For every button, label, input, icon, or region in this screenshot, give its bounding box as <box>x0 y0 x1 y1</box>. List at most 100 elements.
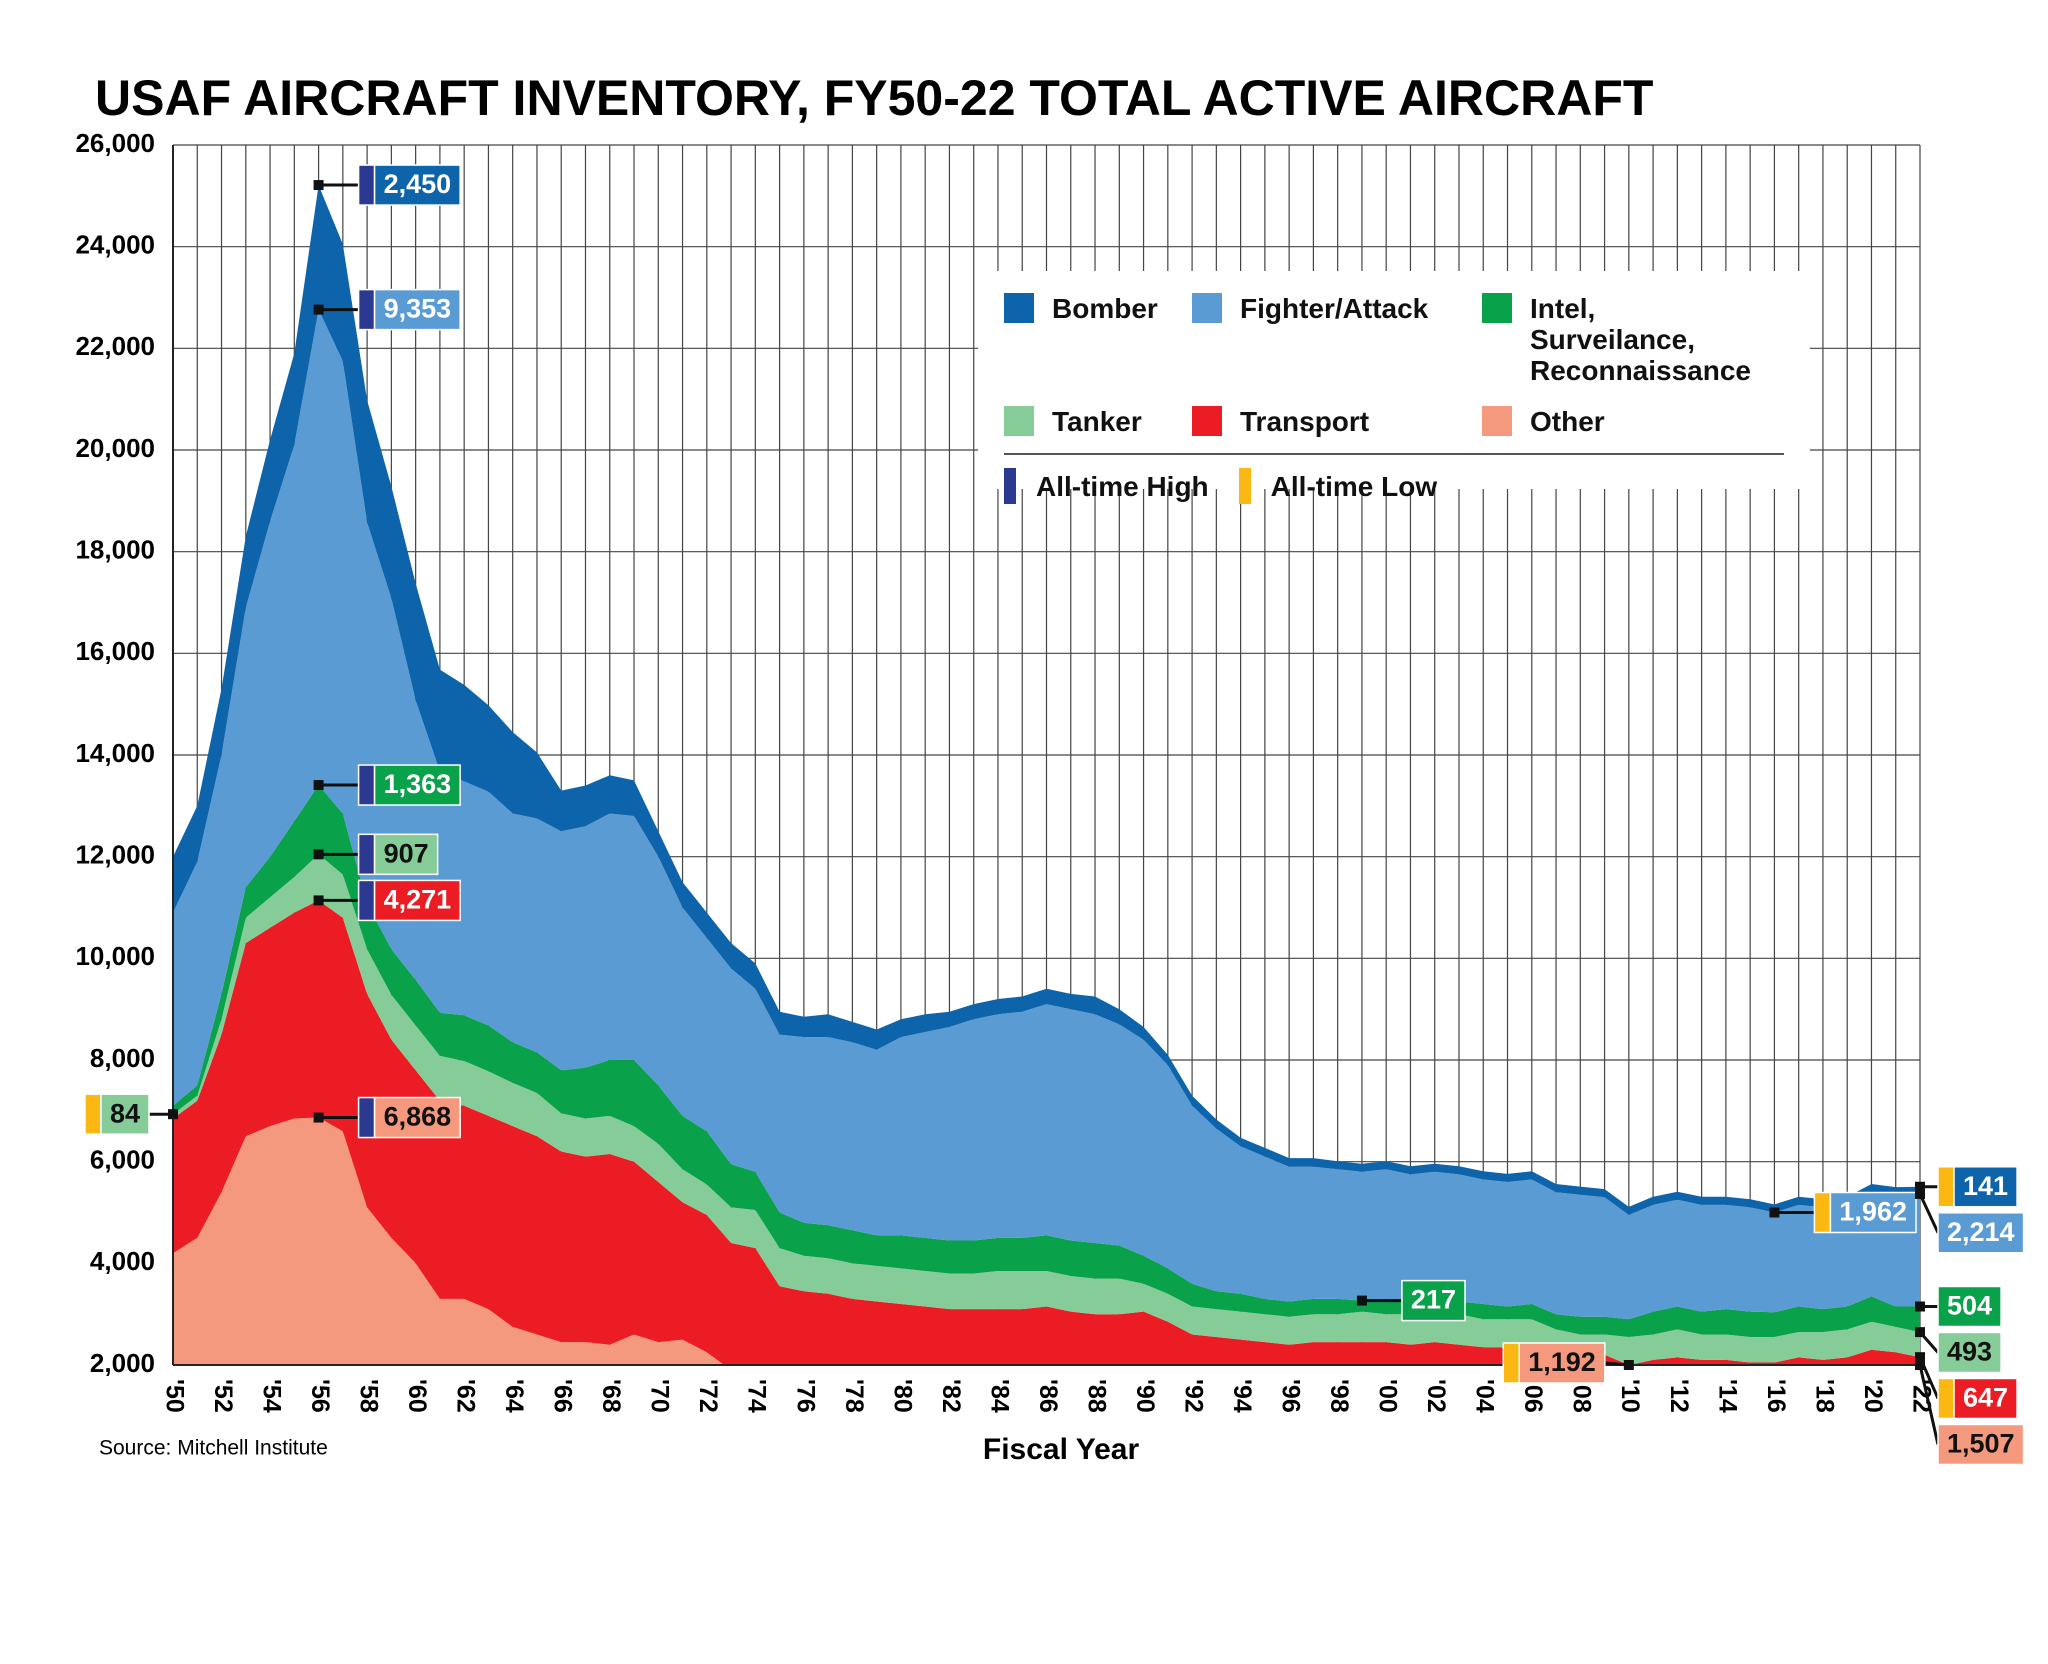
label-box <box>373 288 461 331</box>
x-tick-label: '00 <box>1374 1379 1402 1413</box>
x-tick-label: '60 <box>403 1379 431 1413</box>
x-tick-label: '74 <box>743 1379 771 1413</box>
callout: 907 <box>357 833 439 876</box>
legend-label: Intel, Surveilance, Reconnaissance <box>1530 293 1751 386</box>
data-label: 493 <box>1947 1337 1992 1367</box>
legend-label: Bomber <box>1052 293 1158 324</box>
callout: 4,271 <box>357 879 461 922</box>
x-tick-label: '20 <box>1859 1379 1887 1413</box>
marker-tab <box>357 764 376 806</box>
label-box <box>373 833 439 876</box>
legend-swatch <box>1238 468 1251 504</box>
data-label: 2,214 <box>1947 1217 2015 1247</box>
legend-separator <box>1004 453 1784 455</box>
data-label: 1,507 <box>1947 1429 2015 1459</box>
legend-label: All-time High <box>1036 471 1209 502</box>
x-tick-label: '80 <box>888 1379 916 1413</box>
area <box>173 900 1920 1365</box>
data-label: 1,363 <box>384 769 452 799</box>
data-label: 1,962 <box>1839 1197 1907 1227</box>
legend-swatch <box>1192 406 1222 436</box>
label-box <box>1937 1331 2002 1374</box>
x-tick-label: '02 <box>1422 1379 1450 1413</box>
legend-markers: All-time High All-time Low <box>1004 468 1784 504</box>
label-box <box>1953 1377 2018 1420</box>
marker-tab <box>84 1093 102 1135</box>
y-tick-label: 8,000 <box>90 1043 155 1073</box>
callout: 504 <box>1937 1285 2002 1328</box>
chart-title: USAF AIRCRAFT INVENTORY, FY50-22 TOTAL A… <box>95 70 1653 126</box>
label-box <box>1518 1342 1606 1384</box>
x-axis-label: Fiscal Year <box>983 1433 1140 1466</box>
callout: 9,353 <box>357 288 461 331</box>
y-tick-label: 6,000 <box>90 1145 155 1175</box>
callout: 2,450 <box>357 164 461 206</box>
data-label: 647 <box>1963 1383 2008 1413</box>
x-tick-label: '68 <box>597 1379 625 1413</box>
callout: 217 <box>1401 1279 1466 1322</box>
legend-swatch <box>1004 293 1034 323</box>
area <box>173 785 1920 1337</box>
area <box>173 854 1920 1365</box>
y-tick-label: 10,000 <box>75 941 155 971</box>
label-box <box>373 1096 461 1139</box>
y-tick-label: 26,000 <box>75 128 155 158</box>
x-tick-label: '08 <box>1568 1379 1596 1413</box>
callout: 647 <box>1937 1377 2018 1420</box>
x-tick-label: '54 <box>257 1379 285 1413</box>
legend-swatch <box>1004 406 1034 436</box>
leader-line <box>1604 1361 1629 1367</box>
y-tick-label: 14,000 <box>75 738 155 768</box>
legend-swatch <box>1482 293 1512 323</box>
legend-swatch <box>1004 468 1016 504</box>
data-label: 2,450 <box>384 169 452 199</box>
marker-tab <box>357 833 376 876</box>
areas <box>173 185 1920 1365</box>
marker-tab <box>357 1096 376 1139</box>
y-tick-label: 24,000 <box>75 230 155 260</box>
label-box <box>1953 1166 2018 1208</box>
data-label: 1,192 <box>1528 1347 1596 1377</box>
x-tick-label: '06 <box>1519 1379 1547 1413</box>
callout: 493 <box>1937 1331 2002 1374</box>
callout: 6,868 <box>357 1096 461 1139</box>
label-box <box>373 764 461 806</box>
legend-label: Fighter/Attack <box>1240 293 1429 324</box>
x-tick-label: '86 <box>1034 1379 1062 1413</box>
leader-line <box>1918 1364 1940 1445</box>
legend: Bomber Fighter/Attack Intel, Surveilance, … <box>978 271 1810 504</box>
marker-tab <box>1937 1166 1955 1208</box>
y-tick-label: 12,000 <box>75 840 155 870</box>
marker-tab <box>1937 1377 1955 1420</box>
label-box <box>1829 1191 1917 1234</box>
marker-tab <box>357 879 376 922</box>
x-tick-label: '66 <box>549 1379 577 1413</box>
label-box <box>1937 1212 2025 1254</box>
callouts: 2,450 9,353 1,962 1,363 217 84 907 4,271 6,868 1,… <box>84 164 2025 1466</box>
callout: 1,363 <box>357 764 461 806</box>
leader-line <box>1918 1331 1940 1354</box>
x-tick-label: '50 <box>160 1379 188 1413</box>
data-label: 6,868 <box>384 1102 452 1132</box>
x-tick-label: '10 <box>1616 1379 1644 1413</box>
data-label: 907 <box>384 838 429 868</box>
legend-label: All-time Low <box>1270 471 1438 502</box>
y-tick-label: 18,000 <box>75 535 155 565</box>
x-tick-label: '12 <box>1665 1379 1693 1413</box>
label-box <box>1937 1423 2025 1466</box>
data-label: 217 <box>1411 1285 1456 1315</box>
x-tick-label: '14 <box>1713 1379 1741 1413</box>
marker-tab <box>1502 1342 1521 1384</box>
label-box <box>1401 1279 1466 1322</box>
data-label: 141 <box>1963 1171 2008 1201</box>
x-tick-label: '92 <box>1179 1379 1207 1413</box>
x-tick-label: '78 <box>840 1379 868 1413</box>
x-tick-label: '52 <box>209 1379 237 1413</box>
x-tick-label: '76 <box>791 1379 819 1413</box>
axes: '50 '52 '54 '56 '58 '60 '62 '64 '66 '68 '70 '72 '74 '… <box>75 128 1935 1413</box>
x-tick-label: '56 <box>306 1379 334 1413</box>
leader-line <box>1918 1193 1940 1234</box>
legend-item: Bomber <box>1004 293 1192 386</box>
